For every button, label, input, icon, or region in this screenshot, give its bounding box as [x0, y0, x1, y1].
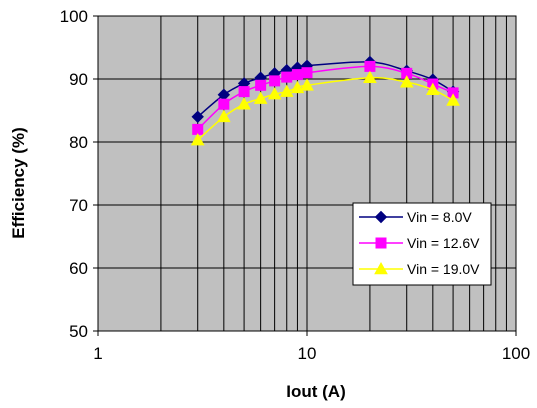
- legend-marker: [374, 261, 388, 275]
- data-point: [238, 86, 250, 98]
- legend-label: Vin = 12.6V: [407, 235, 480, 251]
- data-point: [363, 70, 377, 84]
- x-tick-label: 100: [502, 344, 530, 363]
- legend-marker: [374, 210, 388, 224]
- y-tick-label: 60: [69, 259, 88, 278]
- data-point: [192, 123, 204, 135]
- data-point: [281, 71, 293, 83]
- data-point: [399, 75, 414, 88]
- y-tick-label: 80: [69, 133, 88, 152]
- y-tick-label: 100: [60, 7, 88, 26]
- legend: Vin = 8.0V Vin = 12.6V Vin = 19.0V: [352, 202, 492, 286]
- series-3: [190, 70, 460, 146]
- y-axis-title: Efficiency (%): [9, 127, 28, 238]
- data-point: [267, 87, 282, 100]
- data-point: [446, 93, 460, 106]
- legend-label: Vin = 19.0V: [407, 261, 480, 277]
- y-tick-label: 50: [69, 322, 88, 341]
- data-point: [279, 84, 294, 97]
- data-point: [300, 78, 314, 91]
- data-point: [255, 79, 267, 91]
- x-axis-title: Iout (A): [286, 382, 345, 401]
- x-tick-label: 10: [298, 344, 317, 363]
- legend-marker: [375, 237, 387, 249]
- data-point: [364, 60, 376, 72]
- data-point: [290, 80, 305, 94]
- data-point: [253, 91, 268, 104]
- data-point: [237, 97, 251, 110]
- data-point: [216, 109, 231, 123]
- data-point: [291, 69, 303, 81]
- series-layer: [190, 55, 460, 146]
- y-tick-label: 90: [69, 70, 88, 89]
- y-tick-label: 70: [69, 196, 88, 215]
- data-point: [269, 75, 281, 87]
- x-tick-label: 1: [93, 344, 102, 363]
- data-point: [425, 82, 440, 96]
- data-point: [191, 110, 204, 124]
- data-point: [190, 133, 205, 146]
- data-point: [301, 67, 313, 79]
- data-point: [218, 98, 230, 110]
- legend-label: Vin = 8.0V: [407, 209, 472, 225]
